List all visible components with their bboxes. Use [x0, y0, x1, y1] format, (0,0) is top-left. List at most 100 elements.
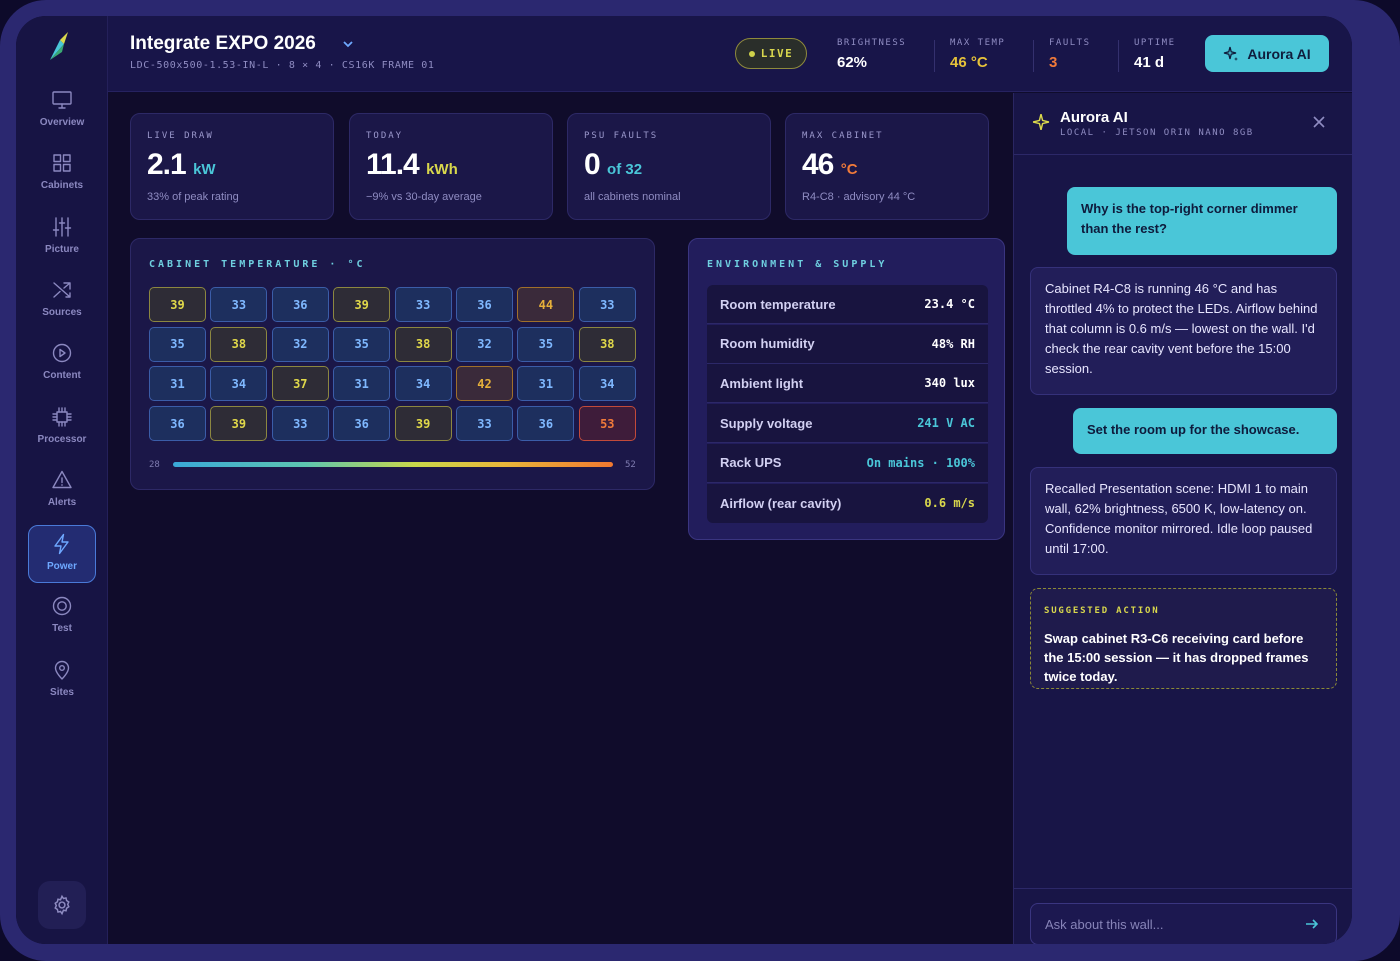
kpi-unit: kWh — [426, 161, 458, 178]
scale-max-label: 52 — [625, 460, 636, 470]
cabinet-cell-r4-c2[interactable]: 39 — [210, 406, 268, 442]
cabinet-cell-r2-c7[interactable]: 35 — [517, 326, 575, 362]
kpi-card-psu-faults: PSU FAULTS 0 of 32 all cabinets nominal — [567, 113, 771, 220]
environment-supply-card: ENVIRONMENT & SUPPLY Room temperature 23.… — [688, 238, 1005, 540]
kpi-note: 33% of peak rating — [147, 191, 239, 203]
cabinet-cell-r1-c6[interactable]: 36 — [456, 287, 513, 322]
env-value: 340 lux — [924, 376, 975, 391]
kpi-value: 46 — [802, 148, 834, 181]
cabinet-cell-r3-c7[interactable]: 31 — [517, 366, 575, 402]
ask-input[interactable] — [1030, 903, 1337, 944]
ai-panel-subtitle: LOCAL · JETSON ORIN NANO 8GB — [1060, 128, 1254, 138]
sidebar-item-content[interactable]: Content — [28, 335, 96, 393]
ai-panel-title: Aurora AI — [1060, 109, 1128, 126]
kpi-value-row: 2.1 kW — [147, 148, 216, 182]
cabinet-cell-r4-c1[interactable]: 36 — [149, 406, 206, 442]
close-icon[interactable] — [1312, 115, 1326, 129]
cabinet-cell-r2-c6[interactable]: 32 — [456, 326, 513, 362]
sidebar-item-power[interactable]: Power — [28, 525, 96, 584]
cabinet-cell-r1-c4[interactable]: 39 — [333, 287, 391, 322]
sidebar-item-label: Content — [43, 370, 81, 382]
kpi-label: PSU FAULTS — [584, 131, 659, 141]
cabinet-cell-r3-c4[interactable]: 31 — [333, 366, 391, 402]
play-icon — [52, 343, 72, 363]
aurora-ai-panel: Aurora AI LOCAL · JETSON ORIN NANO 8GB W… — [1013, 93, 1352, 944]
grid-icon — [53, 154, 71, 172]
cabinet-cell-r1-c3[interactable]: 36 — [271, 287, 329, 322]
env-label: Room temperature — [720, 296, 836, 312]
cabinet-cell-r3-c8[interactable]: 34 — [578, 366, 636, 402]
cabinet-cell-r2-c2[interactable]: 38 — [210, 326, 268, 362]
header-stat-faults: FAULTS 3 — [1049, 38, 1091, 74]
cabinet-cell-r2-c4[interactable]: 35 — [333, 326, 391, 362]
cabinet-cell-r2-c8[interactable]: 38 — [578, 326, 636, 362]
env-label: Airflow (rear cavity) — [720, 495, 842, 511]
cabinet-cell-r1-c5[interactable]: 33 — [394, 287, 452, 322]
page-title[interactable]: Integrate EXPO 2026 — [130, 33, 316, 54]
cabinet-cell-r3-c5[interactable]: 34 — [394, 366, 452, 402]
app-logo-icon — [50, 32, 68, 60]
sidebar-item-cabinets[interactable]: Cabinets — [28, 145, 96, 203]
cabinet-cell-r4-c3[interactable]: 33 — [271, 406, 329, 442]
stat-value: 3 — [1049, 54, 1058, 71]
bolt-icon — [54, 533, 69, 555]
kpi-value-row: 11.4 kWh — [366, 148, 458, 182]
stat-value: 46 °C — [950, 54, 988, 71]
wall-spec: LDC-500x500-1.53-IN-L · 8 × 4 · CS16K FR… — [130, 60, 435, 71]
live-label: LIVE — [760, 47, 794, 60]
stat-label: BRIGHTNESS — [837, 38, 907, 48]
env-label: Rack UPS — [720, 455, 782, 471]
cabinet-cell-r3-c1[interactable]: 31 — [149, 366, 206, 402]
sidebar-item-label: Picture — [45, 243, 79, 255]
cabinet-cell-r4-c5[interactable]: 39 — [394, 406, 452, 442]
app-screen: Overview Cabinets Picture Sources Content Pro… — [16, 16, 1352, 944]
cabinet-cell-r1-c8[interactable]: 33 — [578, 287, 636, 322]
env-label: Room humidity — [720, 336, 815, 352]
stat-divider — [934, 40, 935, 72]
cabinet-cell-r2-c1[interactable]: 35 — [149, 326, 206, 362]
cabinet-cell-r4-c7[interactable]: 36 — [517, 406, 575, 442]
cabinet-cell-r4-c4[interactable]: 36 — [333, 406, 391, 442]
sidebar-item-sources[interactable]: Sources — [28, 272, 96, 330]
sliders-icon — [52, 216, 72, 237]
cabinet-cell-r3-c3[interactable]: 37 — [271, 366, 329, 402]
chat-message-user: Set the room up for the showcase. — [1073, 408, 1337, 454]
send-arrow-icon[interactable] — [1304, 916, 1320, 932]
kpi-card-live-draw: LIVE DRAW 2.1 kW 33% of peak rating — [130, 113, 334, 220]
cabinet-cell-r3-c6[interactable]: 42 — [456, 366, 513, 402]
cabinet-cell-r3-c2[interactable]: 34 — [210, 366, 268, 402]
stat-value: 41 d — [1134, 54, 1165, 71]
suggested-action-card[interactable]: SUGGESTED ACTION Swap cabinet R3-C6 rece… — [1030, 588, 1337, 689]
chip-icon — [52, 406, 72, 427]
temperature-scale-bar — [173, 462, 613, 467]
cabinet-cell-r4-c6[interactable]: 33 — [456, 406, 513, 442]
aurora-ai-button[interactable]: Aurora AI — [1205, 35, 1329, 72]
chevron-down-icon[interactable] — [342, 38, 354, 50]
sidebar-item-label: Alerts — [47, 496, 77, 508]
cabinet-cell-r1-c7[interactable]: 44 — [517, 287, 575, 322]
cabinet-cell-r4-c8[interactable]: 53 — [578, 406, 636, 442]
kpi-unit: of 32 — [607, 161, 643, 178]
env-value: 241 V AC — [917, 416, 975, 431]
aurora-ai-label: Aurora AI — [1247, 45, 1311, 62]
suggested-action-text: Swap cabinet R3-C6 receiving card before… — [1044, 631, 1309, 684]
ai-panel-header: Aurora AI LOCAL · JETSON ORIN NANO 8GB — [1014, 93, 1352, 155]
env-value: 23.4 °C — [924, 297, 975, 311]
cabinet-cell-r1-c1[interactable]: 39 — [149, 287, 206, 322]
kpi-value-row: 46 °C — [802, 148, 858, 182]
sidebar-item-overview[interactable]: Overview — [28, 82, 96, 140]
sidebar-item-label: Sites — [50, 686, 74, 698]
settings-button[interactable] — [38, 881, 86, 929]
chat-message-assistant: Cabinet R4-C8 is running 46 °C and has t… — [1030, 267, 1337, 395]
sidebar-item-picture[interactable]: Picture — [28, 209, 96, 267]
kpi-note: R4-C8 · advisory 44 °C — [802, 191, 916, 203]
sidebar-item-processor[interactable]: Processor — [28, 399, 96, 457]
cabinet-cell-r1-c2[interactable]: 33 — [210, 287, 268, 322]
cabinet-cell-r2-c5[interactable]: 38 — [394, 326, 452, 362]
sidebar-item-test[interactable]: Test — [28, 588, 96, 646]
kpi-label: TODAY — [366, 131, 404, 141]
cabinet-cell-r2-c3[interactable]: 32 — [271, 326, 329, 362]
cabinet-temperature-title: CABINET TEMPERATURE · °C — [149, 259, 366, 270]
sidebar-item-alerts[interactable]: Alerts — [28, 462, 96, 520]
sidebar-item-sites[interactable]: Sites — [28, 652, 96, 710]
